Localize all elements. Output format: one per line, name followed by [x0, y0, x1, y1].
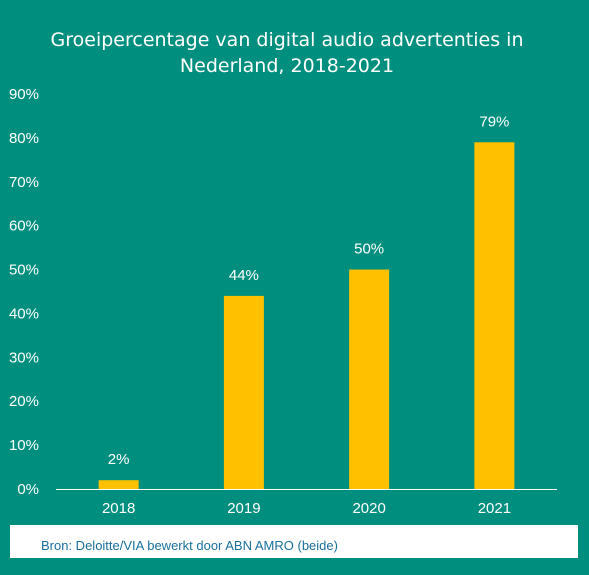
y-tick-label: 50% [9, 262, 39, 279]
bar-2021 [474, 142, 515, 489]
x-tick-label-2021: 2021 [478, 500, 511, 517]
y-tick-label: 10% [9, 437, 39, 454]
data-label-2021: 79% [479, 113, 509, 130]
y-tick-label: 70% [9, 174, 39, 191]
chart-title: Groeipercentage van digital audio advert… [51, 29, 524, 77]
y-tick-label: 40% [9, 305, 39, 322]
y-tick-label: 30% [9, 349, 39, 366]
data-label-2020: 50% [354, 241, 384, 258]
data-label-2019: 44% [229, 267, 259, 284]
chart-title-line-2: Nederland, 2018-2021 [180, 55, 394, 77]
data-label-2018: 2% [108, 451, 130, 468]
source-note: Bron: Deloitte/VIA bewerkt door ABN AMRO… [10, 525, 578, 558]
bar-2020 [349, 269, 390, 489]
y-tick-label: 60% [9, 218, 39, 235]
x-axis-labels: 2018 2019 2020 2021 [102, 500, 511, 517]
bar-2018 [98, 480, 139, 489]
bar-chart: Groeipercentage van digital audio advert… [9, 29, 557, 517]
data-labels: 2% 44% 50% 79% [108, 113, 510, 468]
y-tick-label: 20% [9, 393, 39, 410]
bar-2019 [223, 295, 264, 489]
bars [98, 142, 515, 489]
x-tick-label-2019: 2019 [227, 500, 260, 517]
x-tick-label-2018: 2018 [102, 500, 135, 517]
chart-title-line-1: Groeipercentage van digital audio advert… [51, 29, 524, 51]
y-tick-label: 90% [9, 86, 39, 103]
y-tick-label: 80% [9, 130, 39, 147]
source-text: Bron: Deloitte/VIA bewerkt door ABN AMRO… [41, 538, 338, 553]
y-axis: 0% 10% 20% 30% 40% 50% 60% 70% 80% 90% [9, 86, 39, 498]
y-tick-label: 0% [17, 481, 39, 498]
x-tick-label-2020: 2020 [352, 500, 385, 517]
